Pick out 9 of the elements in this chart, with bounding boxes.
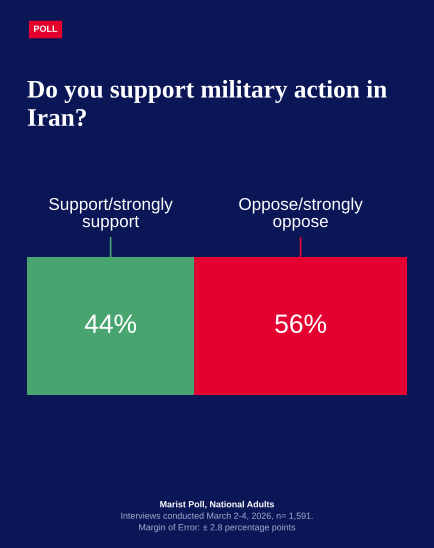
chart-title: Do you support military action in Iran? — [27, 80, 387, 126]
data-label: 56% — [275, 314, 326, 334]
series-label: Oppose/strongly oppose — [239, 198, 363, 231]
text: POLL — [34, 26, 58, 32]
text: Interviews conducted March 2-4, 2026, n= 1,591. — [121, 512, 313, 520]
text: Marist Poll, National Adults — [160, 500, 274, 509]
text: Margin of Error: ± 2.8 percentage points — [139, 524, 296, 532]
data-label: 44% — [84, 314, 136, 333]
series-label: Support/strongly support — [49, 198, 173, 231]
